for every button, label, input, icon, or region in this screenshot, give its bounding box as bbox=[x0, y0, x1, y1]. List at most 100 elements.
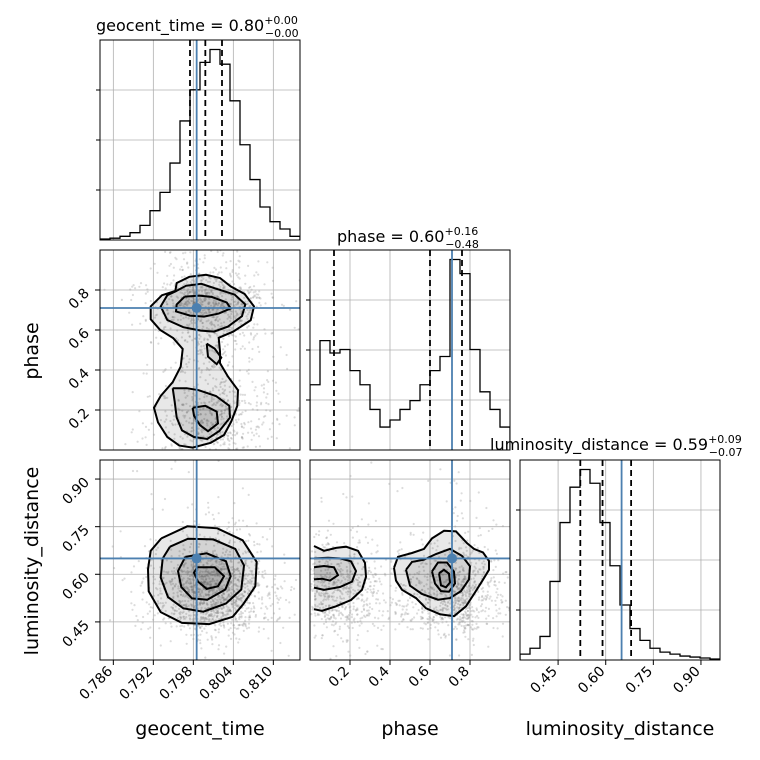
sample-point bbox=[356, 607, 359, 610]
sample-point bbox=[189, 439, 192, 442]
sample-point bbox=[266, 538, 269, 541]
sample-point bbox=[223, 412, 226, 415]
sample-point bbox=[336, 589, 339, 592]
sample-point bbox=[223, 534, 226, 537]
sample-point bbox=[444, 636, 447, 639]
sample-point bbox=[479, 605, 483, 608]
sample-point bbox=[211, 315, 214, 319]
sample-point bbox=[460, 620, 463, 623]
sample-point bbox=[220, 381, 223, 384]
sample-point bbox=[416, 593, 419, 596]
sample-point bbox=[205, 583, 208, 586]
sample-point bbox=[452, 609, 455, 612]
sample-point bbox=[420, 538, 423, 541]
sample-point bbox=[467, 592, 471, 595]
sample-point bbox=[174, 460, 177, 463]
sample-point bbox=[406, 612, 409, 616]
sample-point bbox=[211, 573, 214, 577]
sample-point bbox=[179, 318, 182, 321]
sample-point bbox=[271, 279, 275, 282]
sample-point bbox=[216, 579, 219, 582]
sample-point bbox=[340, 597, 343, 600]
sample-point bbox=[191, 300, 194, 303]
sample-point bbox=[227, 586, 230, 589]
sample-point bbox=[258, 543, 261, 546]
sample-point bbox=[234, 601, 237, 604]
panel-frame bbox=[309, 459, 511, 661]
sample-point bbox=[335, 609, 338, 612]
sample-point bbox=[185, 612, 188, 616]
sample-point bbox=[238, 413, 241, 416]
sample-point bbox=[211, 327, 214, 330]
sample-point bbox=[249, 332, 252, 335]
sample-point bbox=[201, 602, 204, 605]
sample-point bbox=[181, 268, 184, 271]
sample-point bbox=[279, 596, 282, 599]
sample-point bbox=[222, 601, 225, 604]
sample-point bbox=[360, 574, 364, 577]
sample-point bbox=[462, 542, 465, 545]
sample-point bbox=[507, 606, 510, 609]
sample-point bbox=[252, 610, 255, 613]
sample-point bbox=[471, 584, 474, 587]
sample-point bbox=[244, 563, 247, 566]
sample-point bbox=[170, 444, 173, 447]
sample-point bbox=[312, 588, 315, 591]
sample-point bbox=[162, 618, 165, 621]
sample-point bbox=[238, 320, 241, 324]
sample-point bbox=[468, 614, 471, 617]
sample-point bbox=[373, 572, 377, 575]
sample-point bbox=[231, 290, 234, 293]
sample-point bbox=[328, 595, 331, 598]
sample-point bbox=[335, 610, 338, 613]
sample-point bbox=[237, 604, 240, 607]
sample-point bbox=[245, 524, 248, 528]
sample-point bbox=[464, 600, 467, 603]
sample-point bbox=[321, 581, 324, 584]
sample-point bbox=[334, 588, 337, 592]
sample-point bbox=[186, 579, 189, 582]
sample-point bbox=[255, 293, 258, 296]
sample-point bbox=[242, 594, 245, 598]
sample-point bbox=[206, 338, 209, 341]
sample-point bbox=[207, 593, 210, 597]
sample-point bbox=[340, 562, 343, 565]
sample-point bbox=[457, 582, 460, 585]
sample-point bbox=[218, 366, 221, 369]
sample-point bbox=[297, 328, 300, 331]
sample-point bbox=[372, 591, 375, 594]
sample-point bbox=[223, 441, 226, 444]
sample-point bbox=[456, 580, 459, 583]
panels-layer: 0.20.40.60.80.786 0.792 0.798 0.804 0.8100.4… bbox=[59, 39, 721, 703]
sample-point bbox=[211, 423, 214, 427]
sample-point bbox=[186, 566, 189, 570]
sample-point bbox=[191, 289, 194, 292]
sample-point bbox=[445, 608, 448, 611]
sample-point bbox=[156, 600, 159, 603]
sample-point bbox=[227, 610, 231, 613]
sample-point bbox=[256, 395, 259, 398]
sample-point bbox=[191, 588, 194, 591]
sample-point bbox=[466, 623, 469, 627]
sample-point bbox=[212, 316, 215, 319]
sample-point bbox=[208, 433, 211, 436]
sample-point bbox=[359, 581, 362, 584]
sample-point bbox=[190, 603, 193, 607]
sample-point bbox=[200, 606, 203, 610]
sample-point bbox=[315, 591, 318, 594]
sample-point bbox=[472, 577, 475, 580]
sample-point bbox=[206, 581, 209, 584]
sample-point bbox=[227, 315, 231, 319]
sample-point bbox=[229, 275, 233, 278]
sample-point bbox=[394, 589, 397, 592]
sample-point bbox=[167, 570, 170, 574]
sample-point bbox=[362, 605, 365, 608]
sample-point bbox=[199, 592, 202, 595]
sample-point bbox=[240, 302, 243, 306]
sample-point bbox=[201, 286, 204, 289]
sample-point bbox=[180, 616, 183, 619]
sample-point bbox=[200, 574, 204, 577]
sample-point bbox=[229, 581, 232, 584]
sample-point bbox=[182, 293, 186, 296]
sample-point bbox=[326, 529, 329, 532]
